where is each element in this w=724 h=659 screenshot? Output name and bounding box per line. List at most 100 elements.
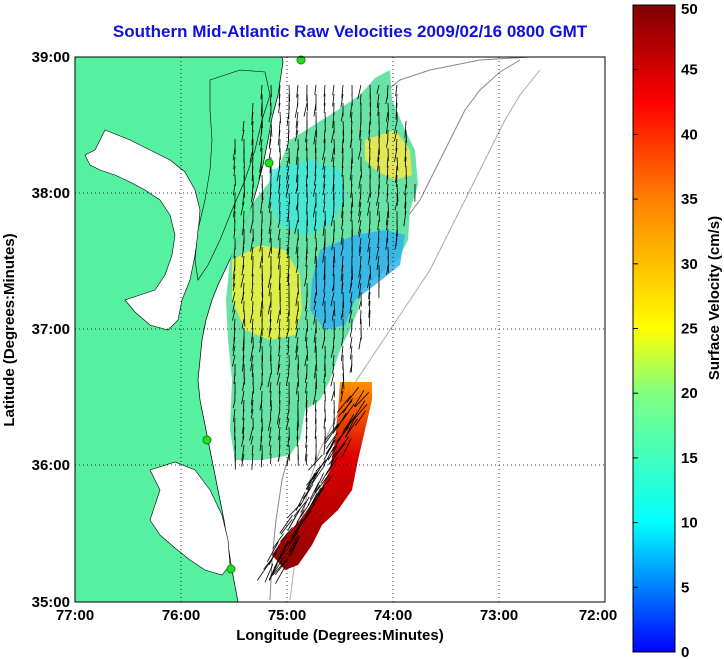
velocity-arrow [345, 418, 358, 438]
velocity-arrow [349, 102, 353, 118]
velocity-arrow [387, 102, 390, 121]
velocity-arrow [232, 291, 236, 303]
velocity-arrow [311, 464, 326, 485]
velocity-arrow [312, 486, 325, 506]
velocity-arrow [376, 201, 380, 216]
velocity-arrow [295, 183, 299, 194]
velocity-arrow [350, 291, 353, 303]
velocity-arrow [304, 300, 308, 312]
site-marker [202, 435, 212, 445]
velocity-arrow [358, 264, 362, 278]
velocity-arrow [394, 129, 398, 142]
velocity-arrow [323, 264, 326, 280]
velocity-arrow [242, 255, 245, 270]
velocity-arrow [233, 201, 236, 218]
velocity-arrow [350, 183, 353, 199]
site-marker [226, 564, 236, 574]
velocity-arrow [314, 472, 325, 493]
velocity-arrow [295, 111, 299, 128]
velocity-arrow [357, 273, 362, 289]
velocity-arrow [287, 530, 299, 548]
velocity-arrow [341, 282, 344, 294]
velocity-arrow [240, 273, 245, 288]
site-marker [296, 55, 306, 65]
velocity-arrow [242, 345, 245, 361]
velocity-arrow [314, 165, 317, 176]
velocity-arrow [404, 183, 407, 196]
velocity-arrow [349, 327, 353, 338]
velocity-arrow [358, 201, 362, 216]
velocity-arrow [268, 201, 272, 214]
velocity-arrow [330, 447, 342, 465]
velocity-arrow [340, 93, 344, 108]
velocity-arrow [367, 237, 371, 253]
velocity-arrow [267, 372, 272, 388]
velocity-arrow [368, 120, 371, 134]
velocity-arrow [377, 102, 380, 116]
velocity-arrow [243, 183, 246, 198]
velocity-arrow [307, 492, 318, 513]
velocity-arrow [336, 395, 352, 413]
velocity-arrow [395, 84, 398, 97]
velocity-arrow [287, 264, 290, 282]
velocity-arrow [295, 309, 299, 324]
velocity-arrow [351, 264, 353, 280]
velocity-arrow [332, 156, 335, 168]
colorbar-gradient [632, 4, 676, 653]
velocity-arrow [278, 541, 289, 560]
velocity-arrow [259, 327, 263, 344]
velocity-arrow [358, 174, 362, 189]
velocity-arrow [349, 165, 353, 181]
velocity-arrow [358, 228, 362, 238]
velocity-arrow [249, 147, 254, 163]
velocity-arrow [266, 541, 279, 563]
velocity-arrow [341, 336, 344, 346]
velocity-arrow [305, 309, 308, 320]
velocity-arrow [268, 426, 272, 438]
velocity-arrow [260, 201, 263, 214]
velocity-arrow [280, 527, 293, 543]
velocity-arrow [242, 219, 245, 236]
velocity-arrow [325, 457, 338, 476]
velocity-arrow [404, 120, 407, 139]
velocity-arrow [296, 84, 299, 98]
velocity-arrow [269, 318, 272, 334]
velocity-arrow [277, 228, 281, 241]
velocity-arrow [287, 273, 290, 286]
velocity-arrow [260, 138, 263, 152]
y-tick-label: 36:00 [32, 457, 70, 474]
velocity-arrow [314, 246, 317, 265]
velocity-arrow [268, 545, 280, 565]
velocity-arrow [337, 412, 347, 429]
velocity-arrow [304, 327, 308, 342]
y-tick-label: 37:00 [32, 321, 70, 338]
velocity-arrow [277, 255, 281, 270]
velocity-arrow [332, 84, 335, 96]
velocity-arrow [251, 111, 254, 126]
velocity-arrow [404, 156, 407, 167]
velocity-arrow [232, 336, 236, 351]
velocity-arrow [396, 156, 399, 171]
velocity-arrow [386, 228, 389, 244]
velocity-arrow [268, 192, 272, 209]
velocity-arrow [306, 471, 317, 490]
velocity-arrow [342, 416, 356, 435]
velocity-arrow [233, 246, 236, 258]
velocity-arrow [332, 111, 335, 129]
velocity-arrow [303, 102, 308, 117]
velocity-arrow [278, 381, 281, 394]
velocity-arrow [286, 138, 290, 152]
velocity-arrow [340, 345, 344, 362]
velocity-arrow [268, 560, 279, 581]
velocity-arrow [276, 309, 281, 324]
velocity-arrow [297, 390, 299, 402]
velocity-arrow [369, 111, 371, 125]
velocity-arrow [394, 237, 398, 250]
velocity-arrow [277, 129, 281, 146]
velocity-arrow [306, 228, 308, 242]
velocity-arrow [330, 129, 335, 144]
velocity-arrow [358, 300, 362, 310]
velocity-arrow [278, 156, 281, 168]
velocity-arrow [249, 426, 254, 441]
velocity-arrow [241, 318, 245, 329]
